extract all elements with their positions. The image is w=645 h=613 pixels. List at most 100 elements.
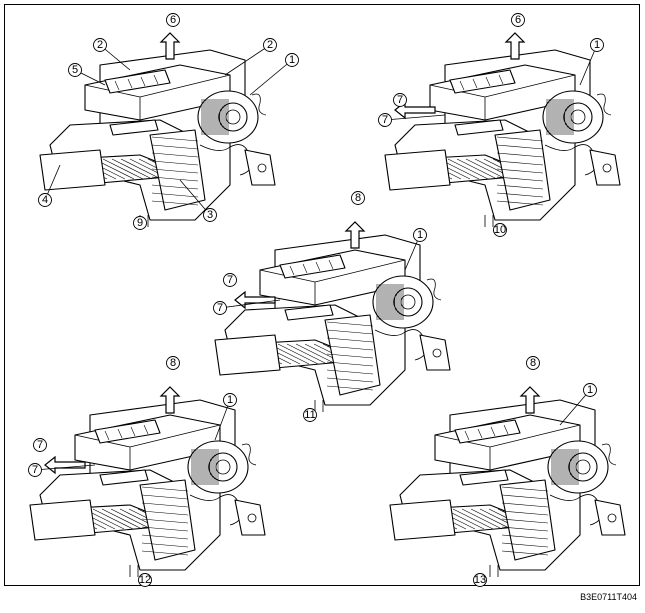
front-panel	[384, 149, 451, 191]
unit-body	[384, 49, 621, 227]
callout-7: 3	[203, 208, 217, 222]
view-number-label-text: 12	[139, 574, 151, 586]
callout-1-text: 6	[515, 14, 521, 26]
callout-4-text: 7	[32, 464, 38, 476]
callout-2-text: 1	[417, 229, 423, 241]
callout-4-leader	[384, 114, 446, 121]
figure-frame	[4, 4, 640, 586]
callout-6: 4	[38, 193, 52, 207]
heater-core	[324, 314, 381, 396]
annotations: 8 1 7 7 12	[28, 356, 237, 587]
callout-4: 7	[213, 301, 227, 315]
view-number-label: 12	[138, 573, 152, 587]
callout-1: 8	[351, 191, 365, 205]
callout-2-text: 1	[594, 39, 600, 51]
callout-3: 7	[223, 273, 237, 287]
view-number-label: 10	[493, 223, 507, 237]
callout-3-text: 7	[37, 439, 43, 451]
callout-2: 1	[223, 393, 237, 407]
callout-4-leader	[34, 464, 96, 471]
heater-core	[149, 129, 206, 211]
mode-door	[449, 69, 516, 94]
hvac-unit-view-5: 8 1 13	[389, 356, 626, 587]
callout-4: 5	[68, 63, 82, 77]
callout-2-text: 2	[97, 39, 103, 51]
callout-2: 1	[590, 38, 604, 52]
view-number-label: 11	[303, 408, 317, 422]
hvac-unit-view-1: 6 2 2 5 1 4 3 9	[38, 13, 299, 230]
view-number-label-text: 13	[474, 574, 486, 586]
front-panel	[214, 334, 281, 376]
view-number-label: 13	[473, 573, 487, 587]
callout-2-text: 1	[227, 394, 233, 406]
callout-1: 8	[166, 356, 180, 370]
view-number-label-text: 9	[137, 217, 143, 229]
airflow-arrow-up	[159, 32, 181, 60]
front-panel	[39, 149, 106, 191]
callout-4-text: 7	[217, 302, 223, 314]
bracket	[419, 334, 451, 371]
callout-3: 7	[393, 93, 407, 107]
blower-hub	[393, 287, 423, 317]
annotations: 6 1 77 10	[378, 13, 604, 237]
bracket	[234, 499, 266, 536]
callout-7-leader	[179, 179, 211, 216]
bracket	[244, 149, 276, 186]
callout-1: 6	[166, 13, 180, 27]
heater-core	[494, 129, 551, 211]
callout-4-text: 7	[382, 114, 388, 126]
annotations: 8 1 7 7 11	[213, 191, 427, 422]
callout-4-text: 5	[72, 64, 78, 76]
mode-door	[279, 254, 346, 279]
callout-1: 6	[511, 13, 525, 27]
callout-1-text: 6	[170, 14, 176, 26]
callout-2: 1	[413, 228, 427, 242]
callout-5-text: 1	[289, 54, 295, 66]
airflow-arrow-left	[234, 290, 276, 310]
callout-1-text: 8	[530, 357, 536, 369]
hvac-unit-view-3: 8 1 7 7 11	[213, 191, 451, 422]
mode-door	[104, 69, 171, 94]
callout-4-leader	[219, 299, 281, 309]
airflow-arrow-up	[159, 386, 181, 414]
hvac-unit-view-2: 6 1 77 10	[378, 13, 621, 237]
unit-body	[39, 49, 276, 227]
callout-1-text: 8	[355, 192, 361, 204]
callout-5-leader	[249, 59, 293, 96]
callout-3-leader	[224, 44, 271, 76]
unit-body	[29, 399, 266, 577]
callout-1: 8	[526, 356, 540, 370]
callout-2: 2	[93, 38, 107, 52]
callout-3: 7	[33, 438, 47, 452]
airflow-arrow-up	[519, 386, 541, 414]
unit-body	[389, 399, 626, 577]
callout-3: 2	[263, 38, 277, 52]
callout-2-leader	[214, 399, 231, 441]
callout-2: 1	[583, 383, 597, 397]
drain-pipe	[129, 565, 139, 577]
heater-core	[499, 479, 556, 561]
air-mix-door	[109, 119, 159, 136]
blower-hub	[568, 452, 598, 482]
front-panel	[29, 499, 96, 541]
air-mix-door	[284, 304, 334, 321]
callout-3-text: 7	[227, 274, 233, 286]
drain-pipe	[314, 400, 324, 412]
unit-body	[214, 234, 451, 412]
drain-pipe	[489, 565, 499, 577]
callout-3-text: 7	[397, 94, 403, 106]
view-number-label: 9	[133, 216, 147, 230]
airflow-arrow-left	[394, 100, 436, 120]
airflow-arrow-up	[344, 221, 366, 249]
blower-hub	[563, 102, 593, 132]
drain-pipe	[484, 215, 494, 227]
air-mix-door	[99, 469, 149, 486]
heater-core	[139, 479, 196, 561]
callout-7-text: 3	[207, 209, 213, 221]
callout-1-text: 8	[170, 357, 176, 369]
callout-4: 7	[28, 463, 42, 477]
mode-door	[94, 419, 161, 444]
annotations: 8 1 13	[473, 356, 597, 587]
mode-door	[454, 419, 521, 444]
callout-2-leader	[559, 389, 591, 426]
